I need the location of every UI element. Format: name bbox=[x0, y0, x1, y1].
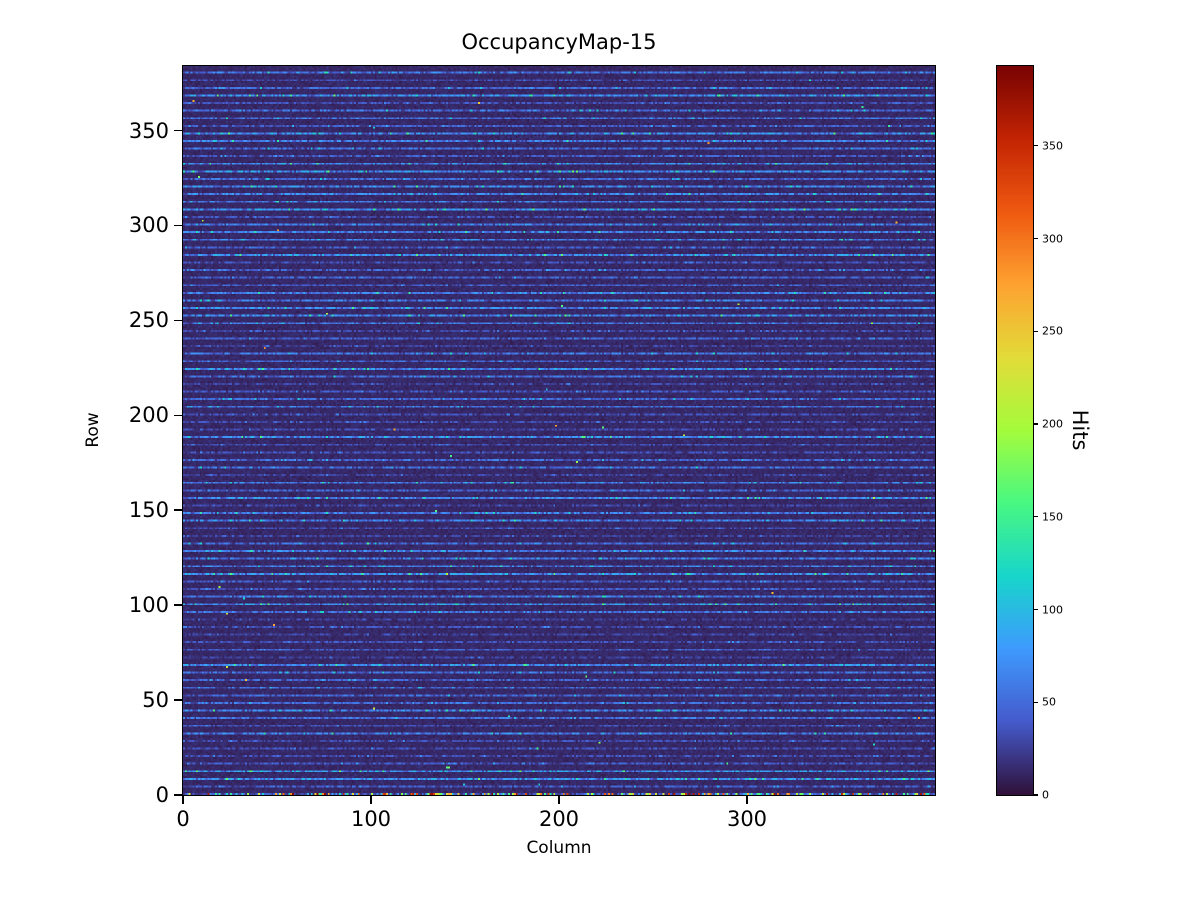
colorbar-tick-mark bbox=[1034, 423, 1038, 425]
y-tick-mark bbox=[174, 319, 182, 322]
colorbar-tick-mark bbox=[1034, 237, 1038, 240]
y-tick-label: 50 bbox=[142, 688, 169, 713]
colorbar-tick-label: 300 bbox=[1042, 232, 1063, 245]
y-tick-label: 100 bbox=[128, 593, 169, 618]
y-tick-label: 250 bbox=[128, 308, 169, 333]
chart-title: OccupancyMap-15 bbox=[461, 30, 657, 54]
colorbar-tick-label: 350 bbox=[1042, 139, 1063, 153]
colorbar-tick-label: 0 bbox=[1042, 788, 1049, 802]
x-tick-label: 300 bbox=[726, 807, 768, 831]
colorbar-tick-mark bbox=[1034, 330, 1038, 332]
colorbar-tick-mark bbox=[1034, 794, 1038, 796]
y-tick-label: 300 bbox=[128, 213, 169, 238]
y-tick-label: 0 bbox=[155, 783, 169, 807]
y-tick-mark bbox=[174, 509, 182, 511]
y-tick-mark bbox=[174, 129, 182, 132]
y-tick-mark bbox=[174, 699, 182, 701]
y-axis-label: Row bbox=[83, 412, 103, 448]
y-tick-label: 350 bbox=[128, 118, 169, 143]
y-tick-mark bbox=[174, 604, 182, 606]
x-tick-mark bbox=[370, 796, 372, 804]
x-tick-mark bbox=[746, 796, 748, 804]
colorbar bbox=[996, 65, 1034, 796]
colorbar-tick-label: 50 bbox=[1042, 695, 1056, 709]
x-tick-mark bbox=[558, 796, 560, 804]
colorbar-tick-mark bbox=[1034, 145, 1038, 147]
colorbar-tick-label: 200 bbox=[1042, 417, 1063, 431]
colorbar-tick-label: 150 bbox=[1042, 510, 1063, 524]
colorbar-tick-mark bbox=[1034, 608, 1038, 611]
colorbar-tick-mark bbox=[1034, 516, 1038, 518]
x-tick-label: 0 bbox=[176, 807, 190, 831]
colorbar-tick-label: 250 bbox=[1042, 324, 1063, 338]
colorbar-canvas bbox=[997, 66, 1033, 795]
y-tick-label: 150 bbox=[128, 498, 169, 523]
y-tick-mark bbox=[174, 414, 182, 417]
heatmap-canvas bbox=[183, 66, 935, 795]
y-tick-mark bbox=[174, 794, 182, 796]
colorbar-tick-mark bbox=[1034, 701, 1038, 703]
y-tick-mark bbox=[174, 224, 182, 227]
x-tick-mark bbox=[182, 796, 184, 804]
x-axis-label: Column bbox=[526, 838, 592, 858]
colorbar-tick-label: 100 bbox=[1042, 603, 1063, 616]
x-tick-label: 200 bbox=[538, 807, 580, 831]
y-tick-label: 200 bbox=[128, 403, 169, 428]
colorbar-label: Hits bbox=[1068, 409, 1092, 451]
plot-area bbox=[182, 65, 936, 796]
x-tick-label: 100 bbox=[350, 807, 392, 831]
